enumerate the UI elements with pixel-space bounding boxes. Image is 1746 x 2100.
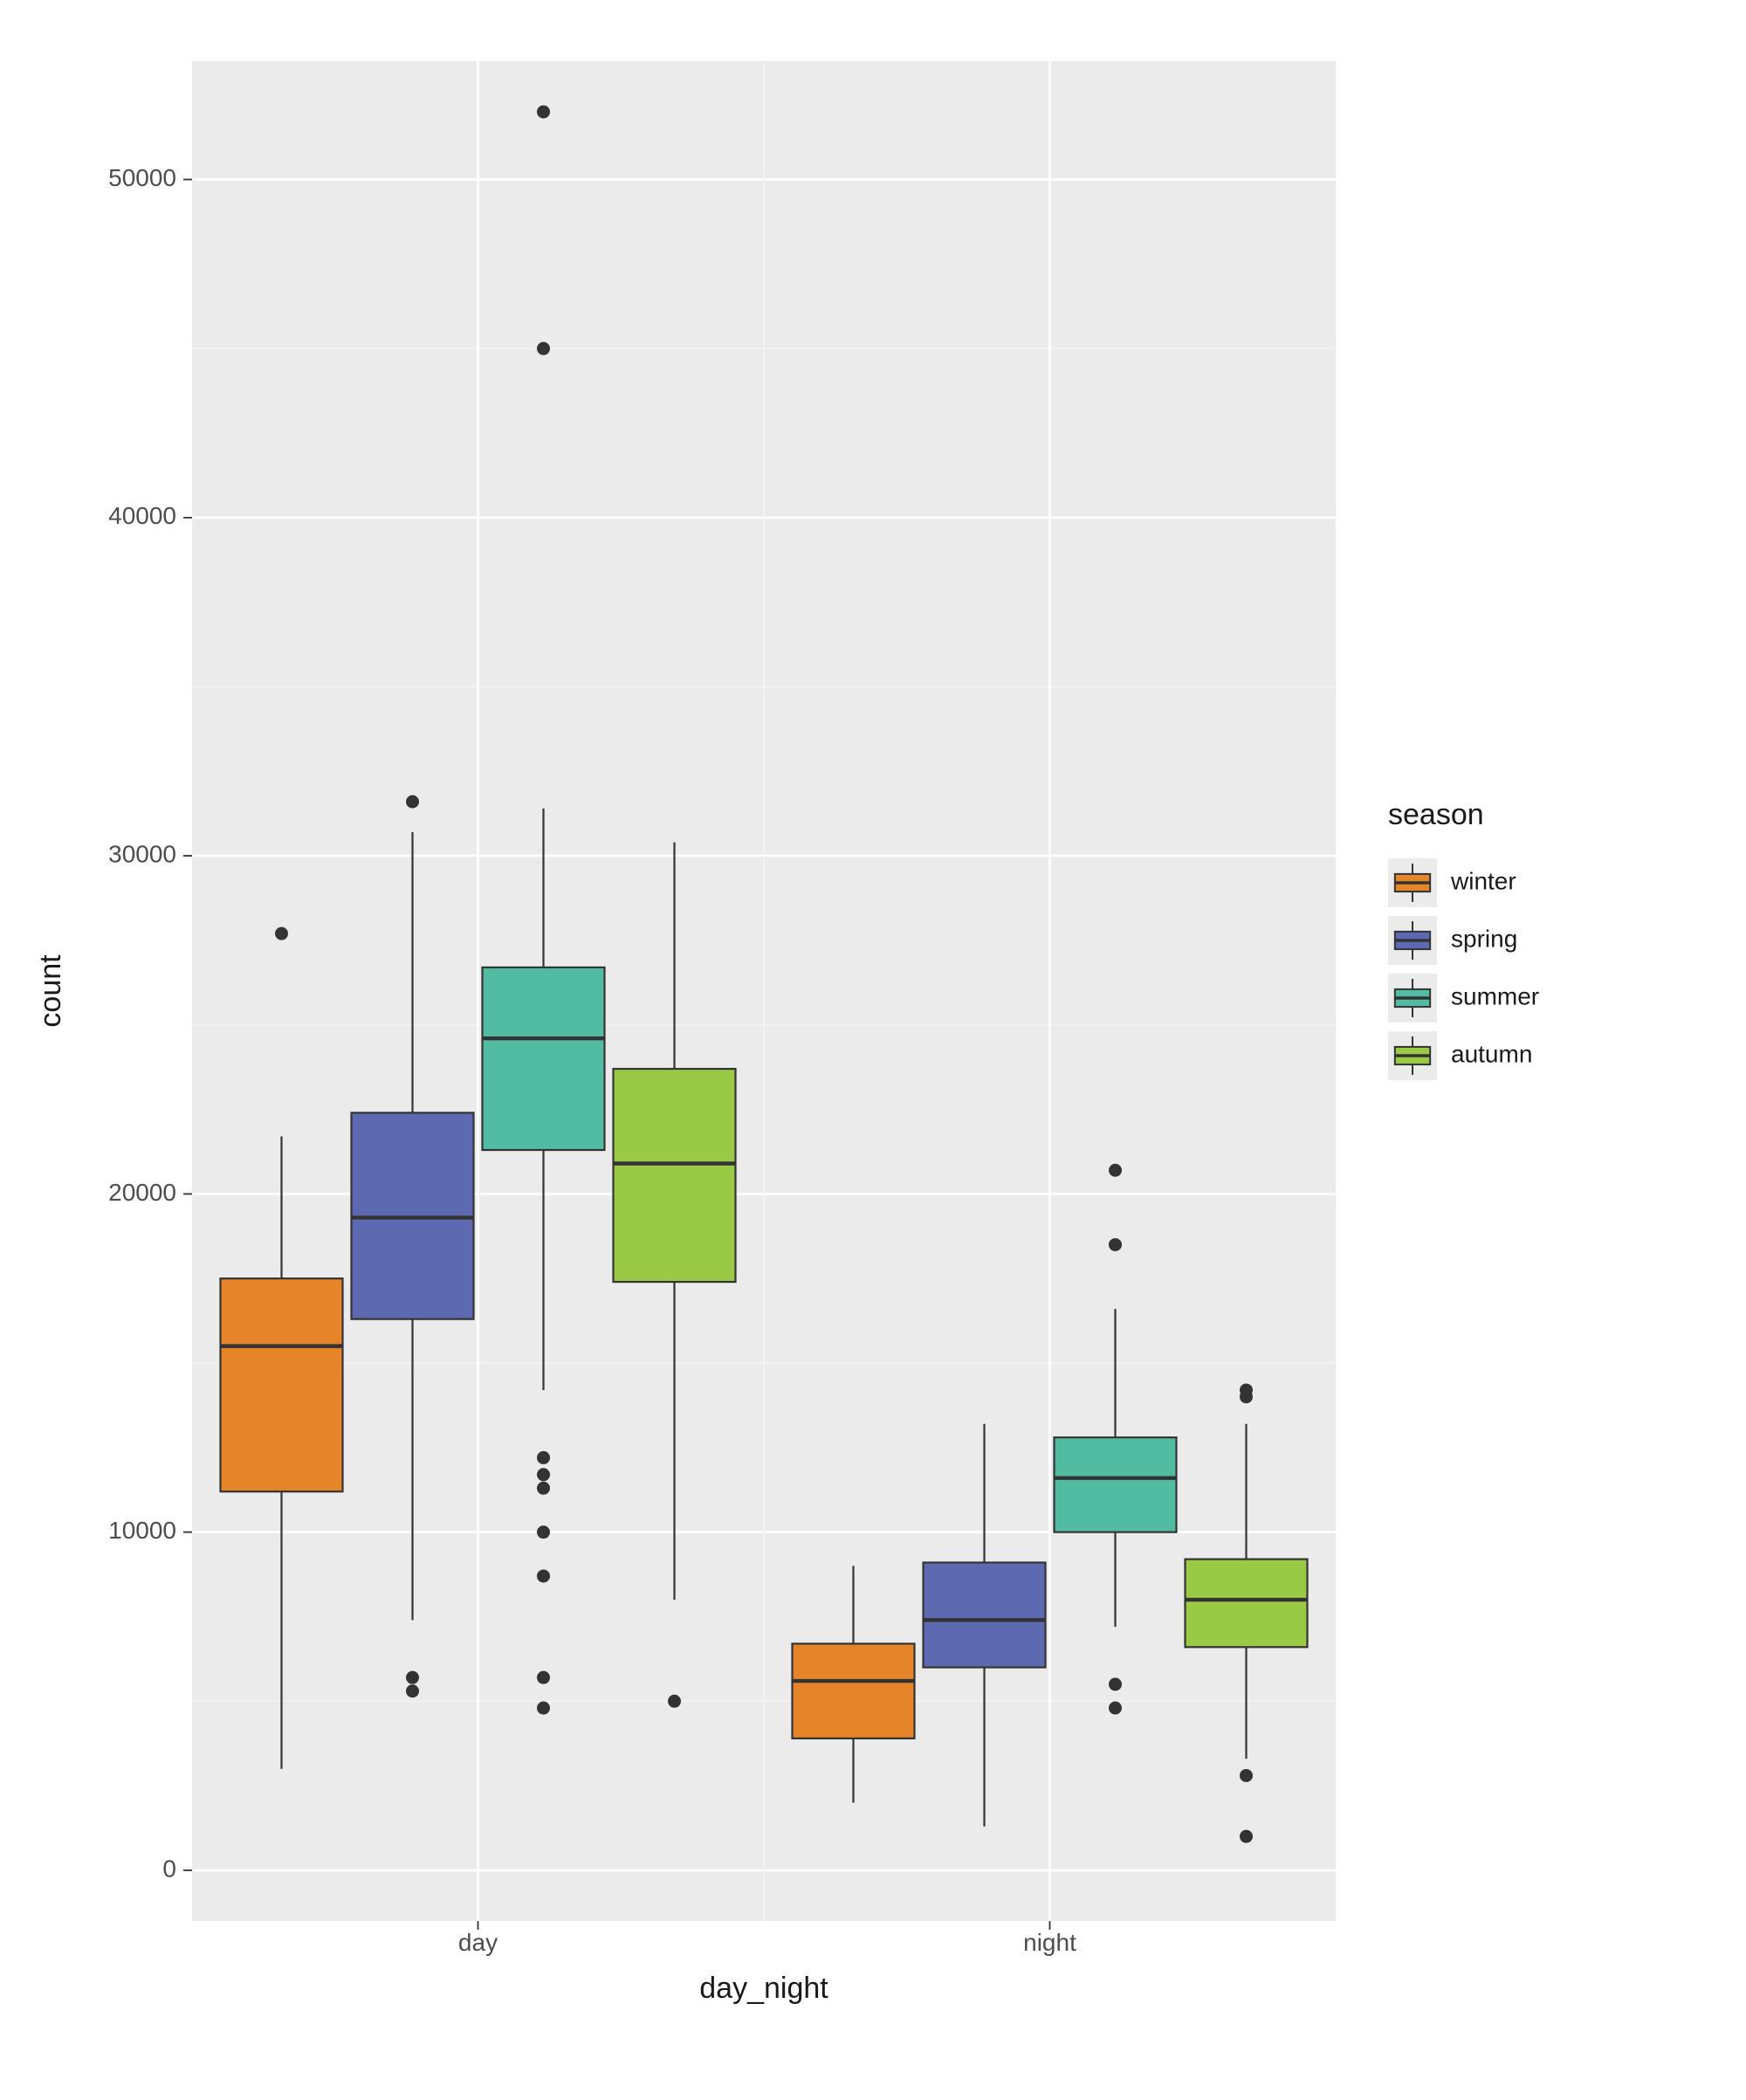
box-rect [221,1278,343,1491]
legend-item-label: summer [1451,982,1539,1009]
legend-item-label: autumn [1451,1040,1532,1067]
y-tick-label: 20000 [108,1179,176,1206]
outlier-point [406,1671,419,1684]
chart-svg: 0 10000 20000 30000 40000 50000 day night day_ni… [0,0,1746,2096]
outlier-point [668,1695,681,1708]
box-rect [1186,1560,1308,1648]
legend: season winter spring summer autumn [1388,798,1539,1080]
outlier-point [1109,1677,1122,1690]
outlier-point [537,1451,550,1464]
outlier-point [537,342,550,355]
x-tick-label: day [458,1929,498,1956]
box-rect [614,1069,736,1282]
box-rect [793,1643,915,1738]
outlier-point [1109,1702,1122,1715]
box-rect [924,1562,1046,1667]
outlier-point [537,1525,550,1539]
outlier-point [1240,1769,1253,1782]
outlier-point [537,1468,550,1481]
outlier-point [537,1482,550,1495]
y-tick-label: 10000 [108,1517,176,1544]
outlier-point [537,1569,550,1582]
outlier-point [406,1684,419,1697]
y-tick-label: 50000 [108,164,176,191]
outlier-point [1109,1238,1122,1251]
x-axis-title-text: day_night [699,1972,828,2005]
outlier-point [1109,1164,1122,1177]
outlier-point [537,1702,550,1715]
box-rect [1055,1437,1177,1532]
outlier-point [537,1671,550,1684]
box-rect [483,967,605,1150]
boxplot-chart: 0 10000 20000 30000 40000 50000 day night day_ni… [0,0,1746,2100]
y-tick-label: 40000 [108,502,176,529]
outlier-point [537,106,550,119]
outlier-point [1240,1383,1253,1396]
legend-item-label: winter [1450,867,1516,894]
legend-item-label: spring [1451,925,1517,952]
x-tick-label: night [1023,1929,1076,1956]
outlier-point [275,927,288,940]
legend-title-text: season [1388,798,1484,831]
y-tick-label: 0 [162,1855,176,1882]
y-tick-label: 30000 [108,840,176,867]
outlier-point [1240,1830,1253,1843]
outlier-point [406,795,419,809]
y-axis-title-text: count [34,954,67,1028]
